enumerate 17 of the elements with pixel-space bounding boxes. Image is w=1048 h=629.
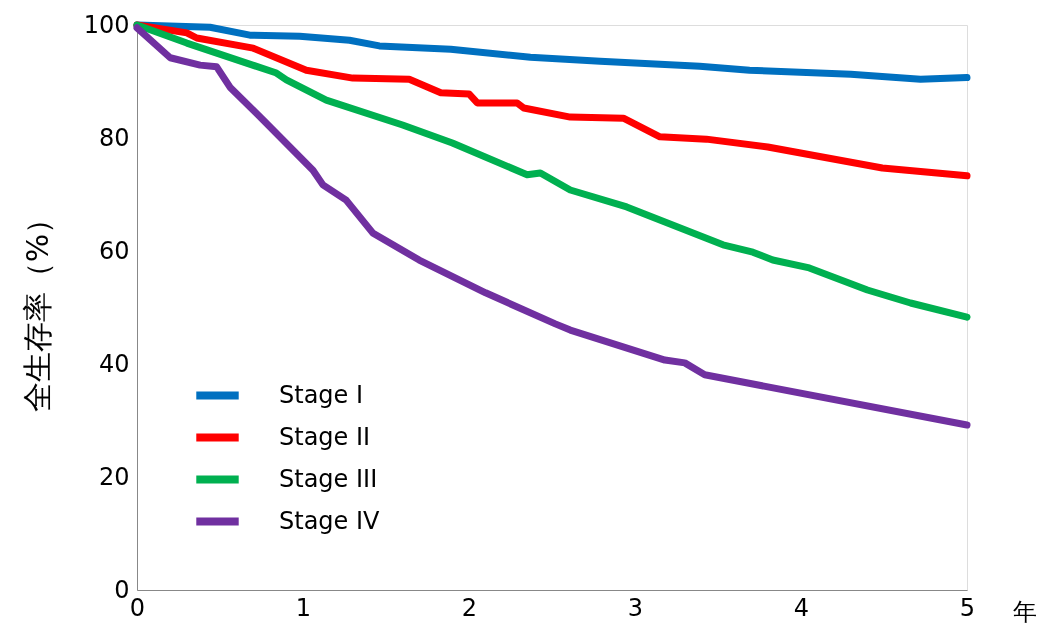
y-tick-label: 20 <box>98 462 130 491</box>
x-tick-label: 4 <box>793 593 810 622</box>
y-tick-label: 100 <box>83 10 130 39</box>
x-tick-label: 2 <box>461 593 478 622</box>
y-tick-label: 80 <box>98 123 130 152</box>
legend-label: Stage III <box>279 464 378 493</box>
x-tick-label: 3 <box>627 593 644 622</box>
x-tick-label: 1 <box>295 593 312 622</box>
y-tick-label: 40 <box>98 349 130 378</box>
y-axis-title: 全生存率（%） <box>19 203 55 413</box>
legend-label: Stage I <box>279 380 364 409</box>
legend-label: Stage IV <box>279 506 381 535</box>
legend-label: Stage II <box>279 422 371 451</box>
x-axis-title: 年 <box>1012 597 1037 626</box>
y-tick-label: 0 <box>114 575 130 604</box>
y-tick-label: 60 <box>98 236 130 265</box>
x-tick-label: 5 <box>959 593 976 622</box>
